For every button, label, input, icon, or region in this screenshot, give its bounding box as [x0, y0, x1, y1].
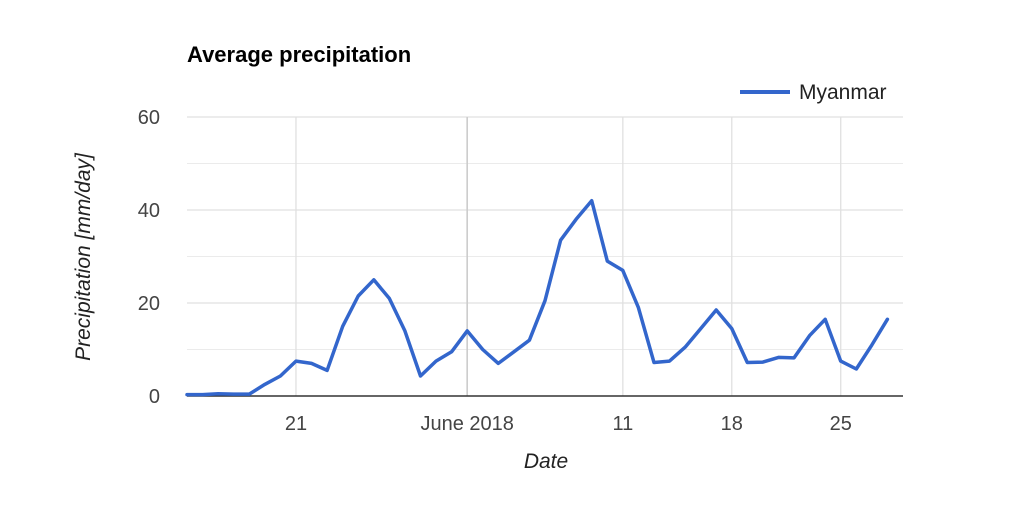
y-tick-label: 0: [149, 386, 160, 408]
x-tick-label: June 2018: [420, 413, 513, 435]
x-tick-label: 21: [285, 413, 307, 435]
x-tick-label: 25: [830, 413, 852, 435]
y-axis-title: Precipitation [mm/day]: [72, 152, 95, 361]
x-tick-label: 11: [612, 413, 633, 435]
gridlines: [187, 116, 903, 397]
legend-label-myanmar: Myanmar: [799, 81, 887, 104]
x-axis: 21 June 2018 11 18 25: [285, 413, 852, 435]
legend: Myanmar: [740, 81, 887, 104]
y-tick-label: 60: [138, 107, 160, 129]
x-axis-title: Date: [524, 450, 568, 473]
x-tick-label: 18: [721, 413, 743, 435]
y-tick-label: 40: [138, 200, 160, 222]
y-axis: 0 20 40 60: [138, 107, 160, 408]
y-tick-label: 20: [138, 293, 160, 315]
series-line-myanmar: [185, 198, 890, 397]
chart-title: Average precipitation: [187, 42, 411, 67]
